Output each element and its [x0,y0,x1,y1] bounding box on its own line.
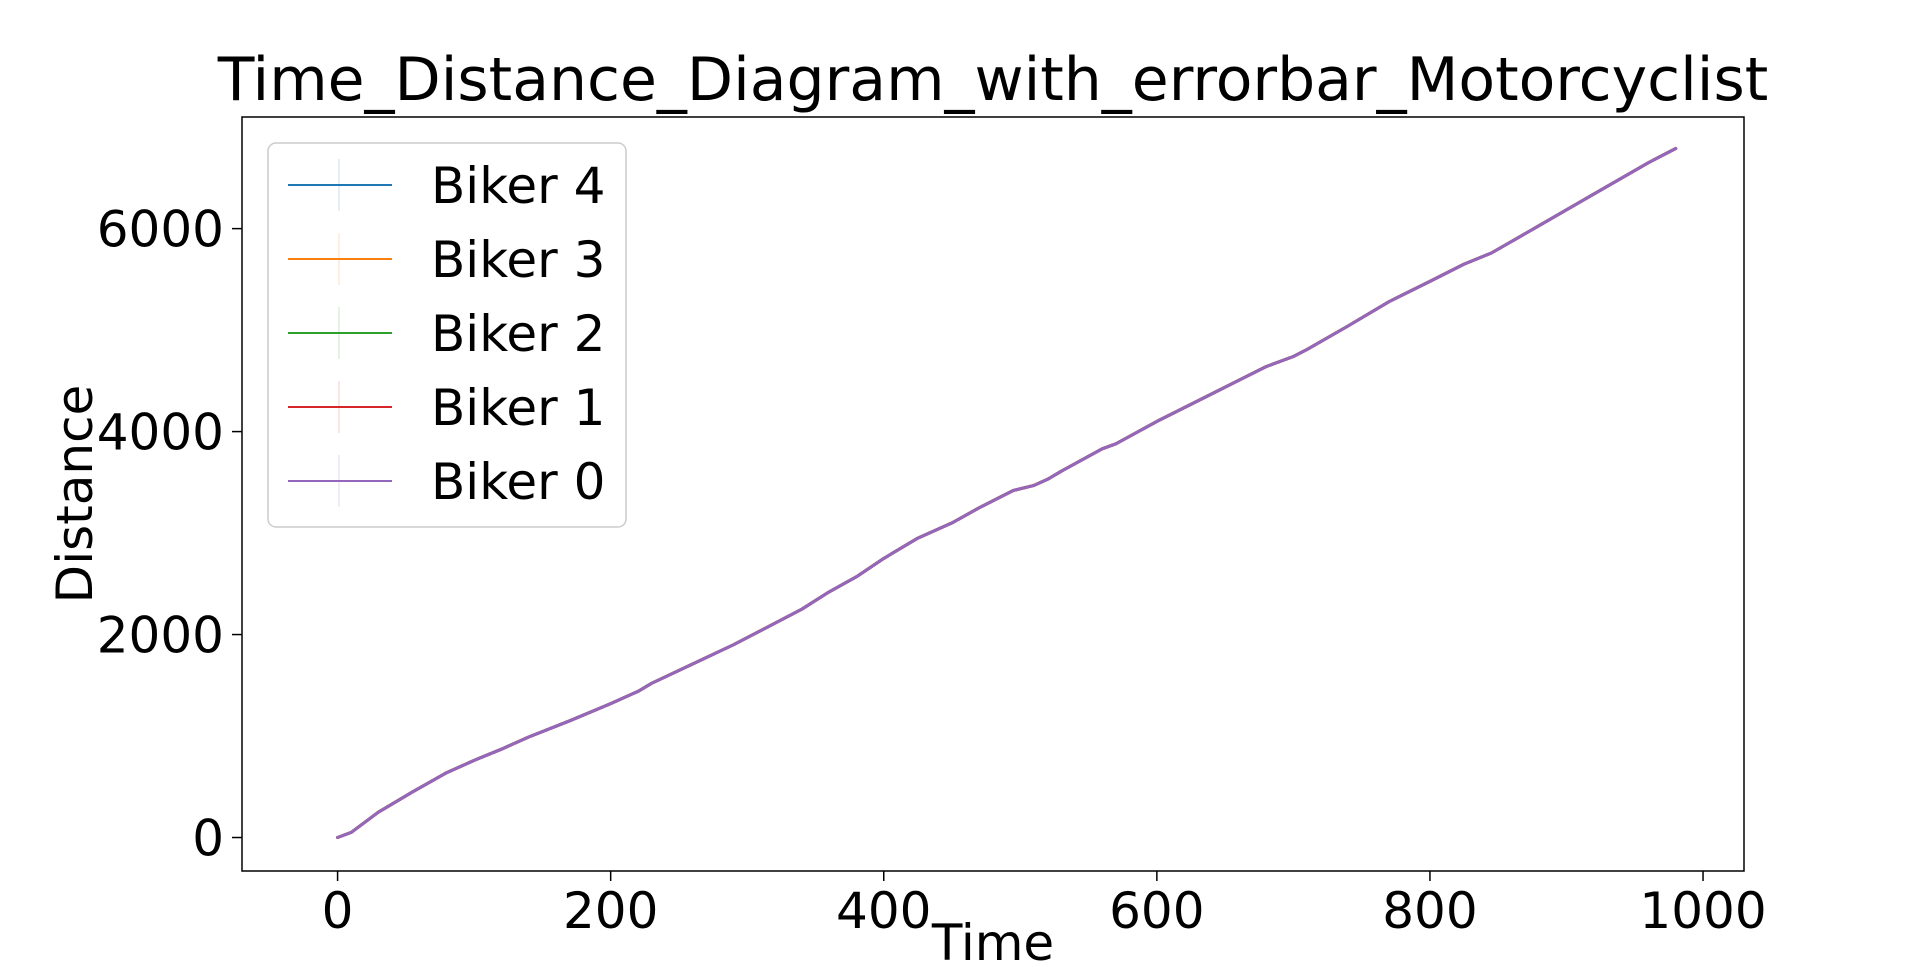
legend-label: Biker 1 [431,379,605,437]
legend-box [267,142,627,528]
series-layer [336,147,1678,839]
x-tick-label: 400 [836,882,931,940]
series-line-4 [336,147,1678,839]
legend-item: Biker 4 [288,157,605,215]
legend-items: Biker 4 Biker 3 Biker 2 Biker 1 Biker 0 [288,157,605,511]
x-axis-label: Time [931,914,1054,967]
legend: Biker 4 Biker 3 Biker 2 Biker 1 Biker 0 [267,142,627,528]
x-tick-label: 800 [1382,882,1477,940]
legend-label: Biker 2 [431,305,605,363]
legend-label: Biker 0 [431,453,605,511]
x-tick-label: 0 [322,882,354,940]
y-axis: 0 2000 4000 6000 [97,201,242,868]
legend-item: Biker 3 [288,231,605,289]
legend-label: Biker 3 [431,231,605,289]
legend-item: Biker 1 [288,379,605,437]
x-tick-label: 600 [1109,882,1204,940]
plot-frame [241,116,1745,872]
x-tick-label: 1000 [1639,882,1766,940]
y-tick-label: 2000 [97,607,224,665]
legend-item: Biker 2 [288,305,605,363]
legend-item: Biker 0 [288,453,605,511]
x-axis: 0 200 400 600 800 1000 [322,871,1767,940]
y-tick-label: 6000 [97,201,224,259]
y-tick-label: 4000 [97,404,224,462]
x-tick-label: 200 [563,882,658,940]
y-axis-label: Distance [46,385,104,604]
y-tick-label: 0 [192,810,224,868]
chart-title: Time_Distance_Diagram_with_errorbar_Moto… [217,45,1769,115]
legend-label: Biker 4 [431,157,605,215]
